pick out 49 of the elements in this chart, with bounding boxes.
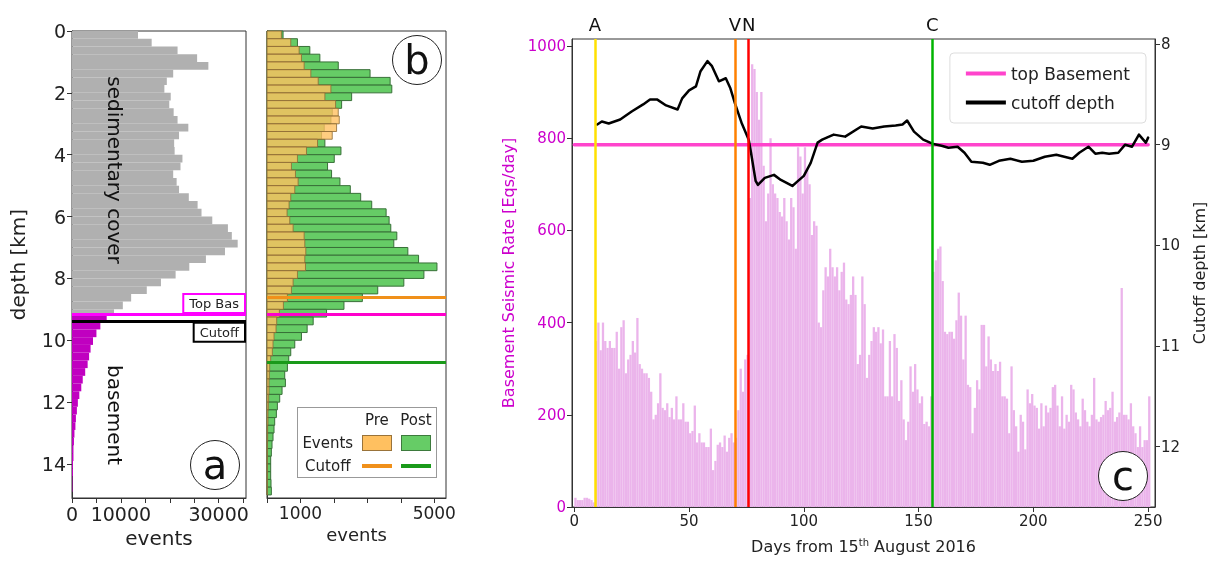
x-tick-label: 150 bbox=[904, 511, 933, 530]
y-axis-title: depth [km] bbox=[6, 208, 30, 321]
x-tick-label: 30000 bbox=[188, 502, 249, 525]
ref-line-label: A bbox=[588, 13, 602, 35]
x-tick-label: 200 bbox=[1019, 511, 1048, 530]
y-tick-label: 4 bbox=[53, 143, 66, 166]
circled-letter: a bbox=[190, 440, 240, 490]
ref-line-label: Cutoff bbox=[199, 324, 241, 340]
legend-label: top Basement bbox=[1010, 63, 1131, 84]
x-axis-title: events bbox=[326, 524, 387, 546]
y-tick-label: 12 bbox=[41, 391, 66, 414]
y-tick-label: 8 bbox=[53, 267, 66, 290]
y-tick-label: 14 bbox=[41, 452, 66, 475]
y2-tick-label: 9 bbox=[1161, 135, 1171, 154]
legend-label: cutoff depth bbox=[1010, 92, 1115, 113]
y-tick-label: 10 bbox=[41, 329, 66, 352]
circled-letter: b bbox=[392, 35, 442, 85]
y2-tick-label: 8 bbox=[1161, 35, 1171, 54]
x-axis-title: events bbox=[125, 525, 193, 550]
ref-line-label: Top Bas bbox=[188, 295, 240, 311]
annotation: sedimentary cover bbox=[103, 76, 127, 265]
y-tick-label: 800 bbox=[537, 129, 566, 148]
y-tick-label: 200 bbox=[537, 405, 566, 424]
x-tick-label: 1000 bbox=[278, 502, 323, 523]
ref-line-label: V bbox=[728, 13, 742, 35]
y-tick-label: 6 bbox=[53, 205, 66, 228]
x-tick-label: 100 bbox=[789, 511, 819, 530]
y-tick-label: 600 bbox=[537, 221, 566, 240]
text: Post bbox=[399, 409, 433, 431]
y-tick-label: 2 bbox=[53, 81, 66, 104]
ref-line-label: N bbox=[742, 13, 756, 35]
x-tick-label: 10000 bbox=[90, 502, 152, 525]
y2-tick-label: 12 bbox=[1161, 437, 1181, 456]
x-tick-label: 0 bbox=[569, 511, 580, 530]
y-axis-title: Basement Seismic Rate [Eqs/day] bbox=[499, 137, 519, 409]
annotation: basement bbox=[103, 365, 127, 466]
x-tick-label: 5000 bbox=[412, 502, 456, 523]
y2-tick-label: 10 bbox=[1161, 236, 1181, 255]
ref-line-label: C bbox=[926, 13, 939, 35]
y-tick-label: 1000 bbox=[527, 36, 566, 55]
text: Pre bbox=[363, 409, 390, 431]
y-tick-label: 400 bbox=[537, 313, 566, 332]
annotation: Events bbox=[301, 432, 355, 454]
y2-tick-label: 11 bbox=[1161, 336, 1181, 355]
annotation: Cutoff bbox=[304, 455, 352, 477]
y-tick-label: 0 bbox=[53, 20, 66, 42]
y2-axis-title: Cutoff depth [km] bbox=[1189, 201, 1209, 345]
x-tick-label: 250 bbox=[1133, 511, 1163, 530]
x-tick-label: 50 bbox=[679, 511, 699, 530]
